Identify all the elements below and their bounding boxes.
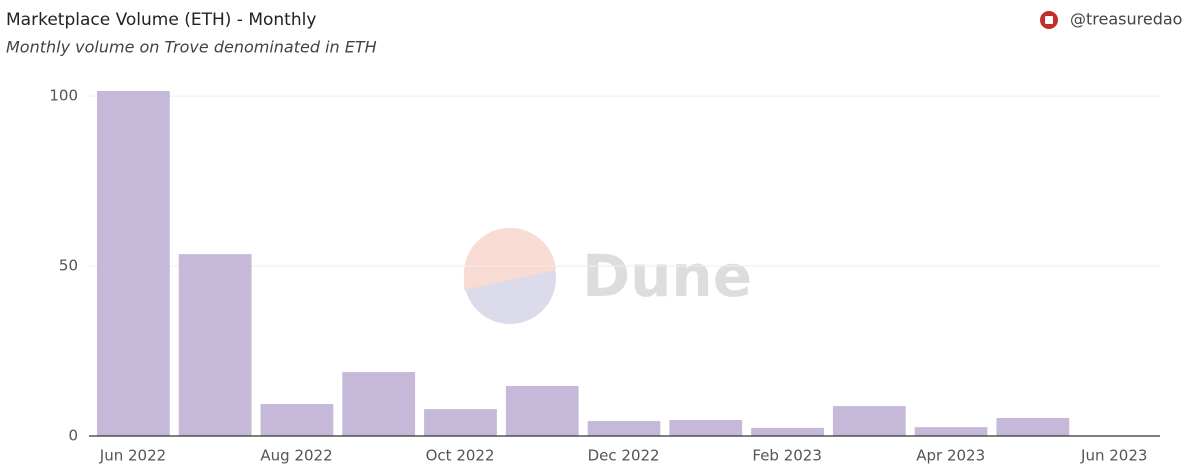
chart-subtitle: Monthly volume on Trove denominated in E… — [6, 38, 377, 57]
bar — [669, 420, 743, 436]
bar — [751, 427, 824, 436]
x-tick-label: Apr 2023 — [916, 447, 985, 465]
bar — [178, 254, 252, 436]
x-tick-label: Aug 2022 — [260, 447, 332, 465]
x-tick-label: Oct 2022 — [426, 447, 495, 465]
bar — [342, 372, 416, 436]
x-tick-label: Feb 2023 — [752, 447, 822, 465]
watermark-logo — [463, 227, 556, 324]
bar — [260, 404, 334, 436]
x-tick-label: Dec 2022 — [588, 447, 660, 465]
chart-title: Marketplace Volume (ETH) - Monthly — [6, 10, 316, 30]
bar — [424, 409, 497, 436]
bar — [587, 421, 661, 436]
y-tick-label: 50 — [59, 257, 78, 275]
author-icon — [1040, 11, 1058, 29]
bar — [505, 386, 579, 436]
watermark: Dune — [582, 242, 752, 310]
x-tick-label: Jun 2023 — [1080, 447, 1147, 465]
y-tick-label: 0 — [68, 427, 78, 445]
x-tick-label: Jun 2022 — [99, 447, 166, 465]
bar — [832, 406, 906, 436]
author: @treasuredao — [1070, 10, 1182, 29]
bar — [914, 427, 988, 436]
y-tick-label: 100 — [49, 87, 78, 105]
bar — [97, 90, 170, 436]
bar — [996, 417, 1070, 436]
